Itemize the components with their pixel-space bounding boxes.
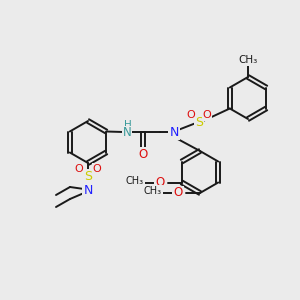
Text: O: O xyxy=(173,187,183,200)
Text: O: O xyxy=(155,176,164,189)
Text: N: N xyxy=(123,127,131,140)
Text: O: O xyxy=(138,148,148,160)
Text: O: O xyxy=(187,110,195,120)
Text: O: O xyxy=(93,164,101,174)
Text: S: S xyxy=(84,169,92,182)
Text: CH₃: CH₃ xyxy=(144,186,162,196)
Text: O: O xyxy=(202,110,211,120)
Text: N: N xyxy=(169,125,179,139)
Text: H: H xyxy=(124,121,132,130)
Text: CH₃: CH₃ xyxy=(126,176,144,185)
Text: CH₃: CH₃ xyxy=(238,55,258,65)
Text: S: S xyxy=(195,116,203,128)
Text: N: N xyxy=(83,184,93,197)
Text: O: O xyxy=(75,164,83,174)
